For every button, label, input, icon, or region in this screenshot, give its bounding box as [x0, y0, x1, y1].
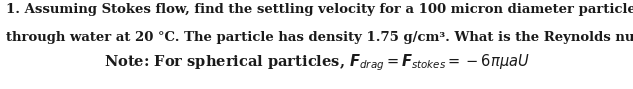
Text: 1. Assuming Stokes flow, find the settling velocity for a 100 micron diameter pa: 1. Assuming Stokes flow, find the settli… — [6, 3, 633, 16]
Text: Note: For spherical particles, $\boldsymbol{F}_{drag} = \boldsymbol{F}_{stokes} : Note: For spherical particles, $\boldsym… — [104, 52, 529, 73]
Text: through water at 20 °C. The particle has density 1.75 g/cm³. What is the Reynold: through water at 20 °C. The particle has… — [6, 31, 633, 44]
